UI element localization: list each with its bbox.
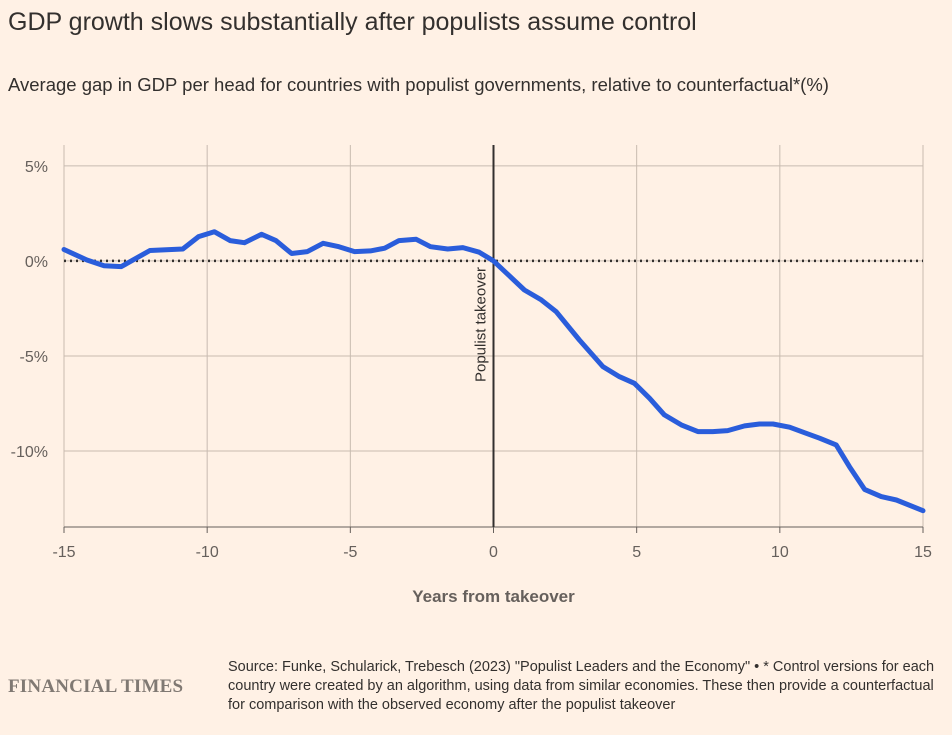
x-tick-label: 15 [914,544,932,561]
y-tick-label: 0% [25,254,48,271]
x-tick-label: 10 [771,544,789,561]
chart-subtitle: Average gap in GDP per head for countrie… [8,74,829,95]
takeover-annotation: Populist takeover [473,267,490,382]
x-tick-label: 0 [489,544,498,561]
x-tick-label: -10 [196,544,219,561]
source-note: Source: Funke, Schularick, Trebesch (202… [228,659,935,713]
ft-logo: FINANCIAL TIMES [8,676,184,697]
x-axis-label: Years from takeover [412,587,575,606]
y-tick-label: 5% [25,159,48,176]
y-tick-label: -5% [20,349,48,366]
y-tick-label: -10% [11,444,48,461]
x-tick-label: -5 [343,544,357,561]
x-tick-label: 5 [632,544,641,561]
x-tick-label: -15 [52,544,75,561]
chart-title: GDP growth slows substantially after pop… [8,8,697,36]
